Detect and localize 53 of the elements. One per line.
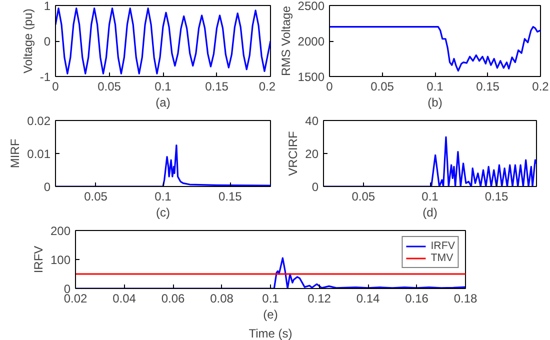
x-tick-label: 0.1 (262, 292, 280, 306)
y-tick-label: 0 (44, 34, 51, 48)
y-tick-label: 1 (44, 0, 51, 13)
y-tick-label: 0.01 (27, 147, 51, 161)
x-axis-title: (b) (428, 96, 442, 110)
x-tick-label: 0.16 (405, 292, 429, 306)
x-tick-label: 0.06 (161, 292, 186, 306)
line-series (330, 26, 540, 72)
y-tick-label: 2000 (298, 34, 325, 48)
y-axis-title: MIRF (8, 138, 22, 168)
x-tick-label: 0 (326, 80, 334, 94)
x-tick-label: 0.15 (476, 80, 500, 94)
x-tick-label: 0.1 (154, 190, 172, 204)
x-tick-label: 0.15 (484, 190, 509, 204)
y-axis-title: Voltage (pu) (20, 8, 35, 74)
x-axis-title: (a) (156, 96, 170, 110)
y-tick-label: -1 (40, 70, 51, 84)
x-tick-label: 0.15 (218, 190, 242, 204)
x-tick-label: 0.2 (532, 80, 550, 94)
line-series (56, 8, 270, 74)
x-axis-title: (c) (156, 206, 170, 220)
y-axis-title: VRCIRF (286, 131, 300, 176)
y-axis-title: IRFV (31, 246, 46, 274)
x-tick-label: 0.14 (356, 292, 380, 306)
y-tick-label: 100 (50, 253, 71, 267)
x-tick-label: 0.15 (205, 80, 229, 94)
text: Time (s) (248, 326, 292, 340)
y-tick-label: 200 (50, 224, 71, 238)
x-tick-label: 0.02 (64, 292, 88, 306)
x-tick-label: 0.12 (308, 292, 332, 306)
x-tick-label: 0.1 (154, 80, 172, 94)
y-tick-label: 0.02 (27, 114, 51, 128)
x-tick-label: 0.05 (98, 80, 122, 94)
y-tick-label: 1500 (298, 70, 325, 84)
x-tick-label: 0.04 (112, 292, 136, 306)
x-tick-label: 0.05 (352, 190, 376, 204)
y-tick-label: 0 (44, 180, 51, 194)
y-axis-title: RMS Voltage (278, 6, 293, 76)
x-tick-label: 0.1 (422, 190, 439, 204)
y-tick-label: 20 (305, 147, 319, 161)
x-tick-label: 0.08 (210, 292, 234, 306)
x-axis-title: (e) (263, 308, 278, 322)
x-axis-title: (d) (422, 206, 438, 220)
x-tick-label: 0.1 (426, 80, 444, 94)
y-tick-label: 2500 (298, 0, 325, 13)
x-tick-label: 0.18 (454, 292, 478, 306)
y-tick-label: 40 (305, 114, 319, 128)
x-tick-label: 0.2 (258, 80, 276, 94)
y-tick-label: 0 (312, 180, 319, 194)
legend-label: IRFV (430, 240, 455, 252)
x-tick-label: 0.05 (84, 190, 108, 204)
x-tick-label: 0.05 (370, 80, 394, 94)
legend-label: TMV (430, 252, 454, 264)
